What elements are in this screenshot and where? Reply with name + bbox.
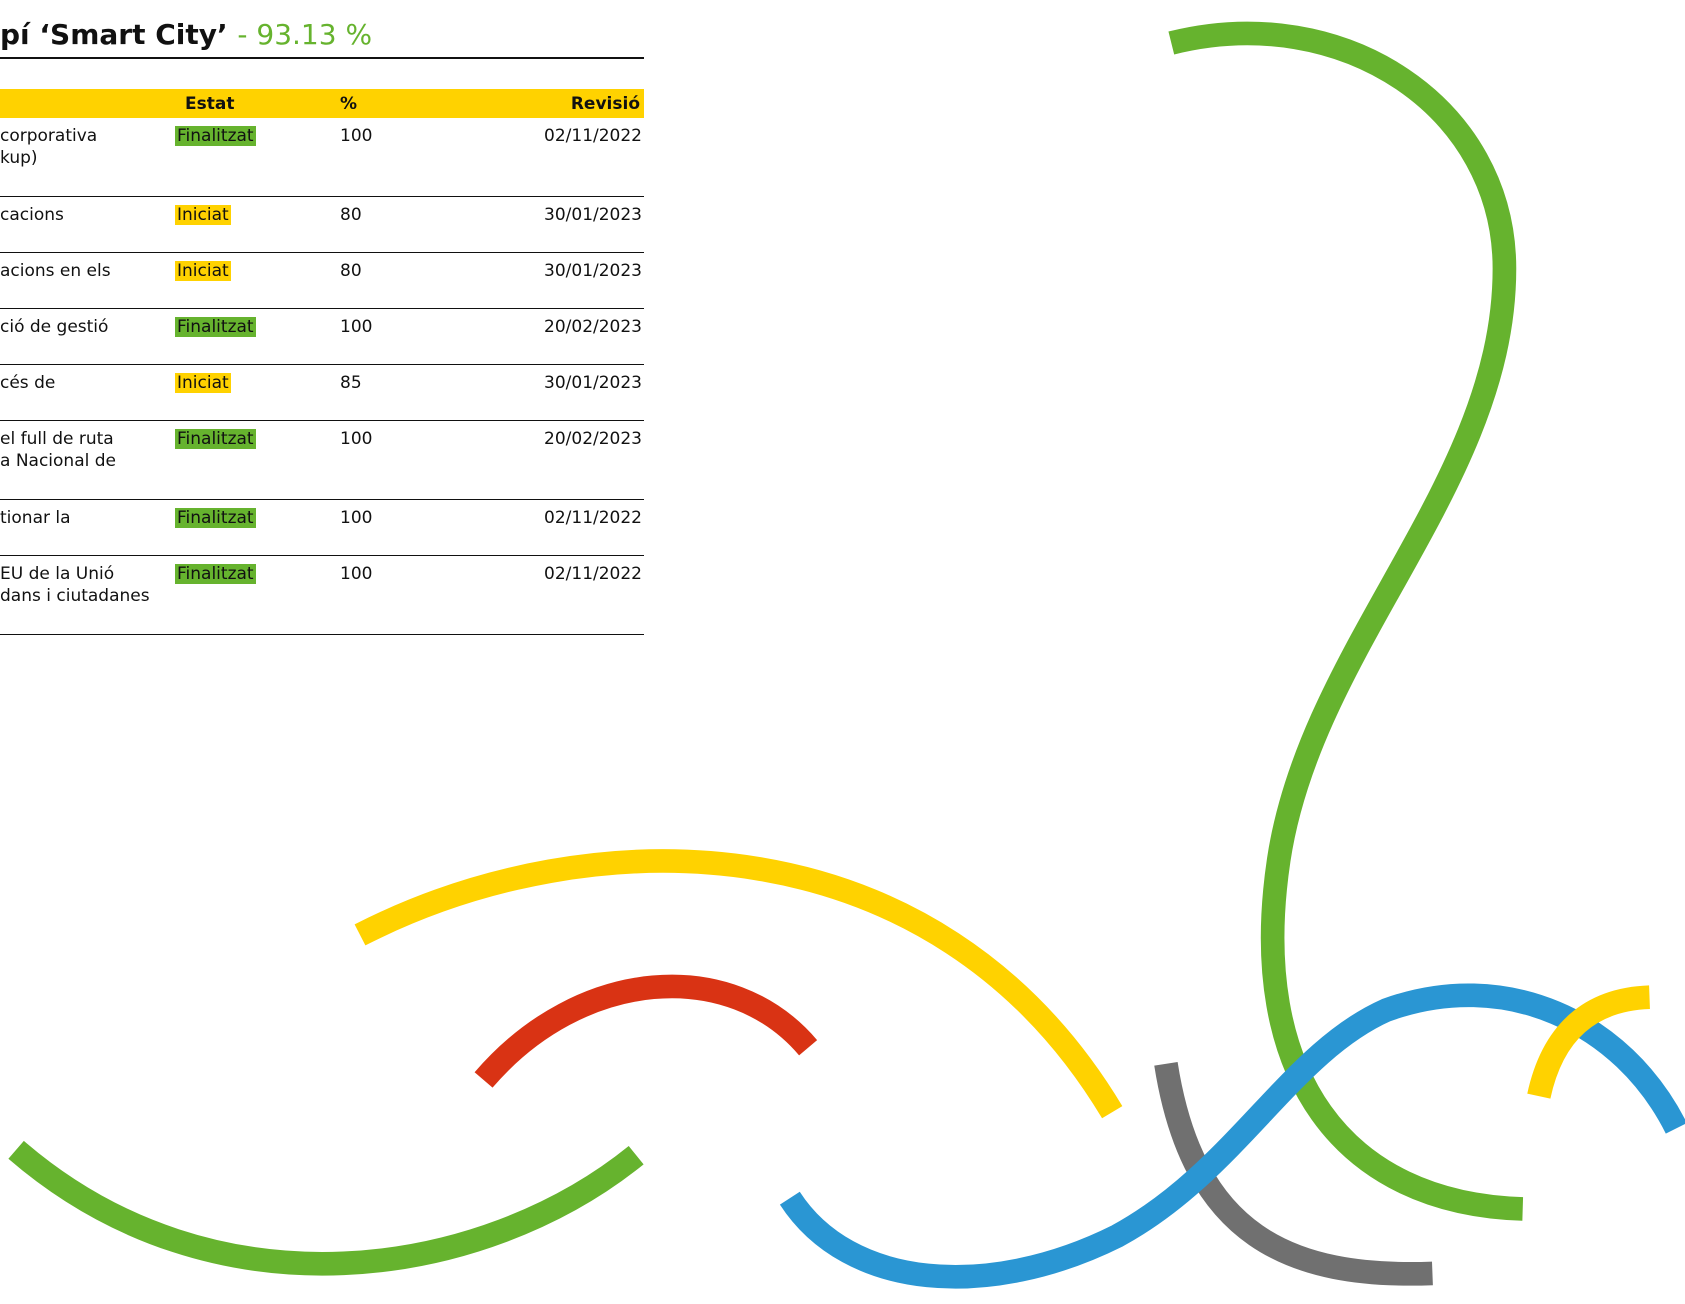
percent: 80 xyxy=(340,260,362,282)
revision: 20/02/2023 xyxy=(544,428,642,450)
page: pí ‘Smart City’ - 93.13 % Estat % Revisi… xyxy=(0,0,1685,1304)
status-cell: Finalitzat xyxy=(175,563,256,585)
status-badge: Iniciat xyxy=(175,205,231,225)
description-line: cacions xyxy=(0,204,64,226)
column-header: Estat xyxy=(185,94,234,114)
table-row: acions en els Iniciat 80 30/01/2023 xyxy=(0,253,644,309)
revision: 02/11/2022 xyxy=(544,563,642,585)
status-badge: Finalitzat xyxy=(175,429,256,449)
status-cell: Finalitzat xyxy=(175,428,256,450)
table-row: cés de Iniciat 85 30/01/2023 xyxy=(0,365,644,421)
revision: 02/11/2022 xyxy=(544,125,642,147)
description-line: el full de ruta xyxy=(0,428,116,450)
revision: 30/01/2023 xyxy=(544,372,642,394)
column-header: Revisió xyxy=(571,94,640,114)
table-row: tionar la Finalitzat 100 02/11/2022 xyxy=(0,500,644,556)
status-badge: Finalitzat xyxy=(175,564,256,584)
description: acions en els xyxy=(0,260,111,282)
column-header: % xyxy=(340,94,357,114)
revision: 02/11/2022 xyxy=(544,507,642,529)
description: cacions xyxy=(0,204,64,226)
status-badge: Iniciat xyxy=(175,261,231,281)
description-line: ció de gestió xyxy=(0,316,108,338)
revision: 30/01/2023 xyxy=(544,204,642,226)
percent: 100 xyxy=(340,125,372,147)
header-row: Estat % Revisió xyxy=(0,89,644,118)
status-cell: Finalitzat xyxy=(175,507,256,529)
percent: 100 xyxy=(340,316,372,338)
status-cell: Iniciat xyxy=(175,204,231,226)
status-badge: Finalitzat xyxy=(175,317,256,337)
description-line: cés de xyxy=(0,372,55,394)
percent: 80 xyxy=(340,204,362,226)
percent: 100 xyxy=(340,428,372,450)
status-cell: Finalitzat xyxy=(175,125,256,147)
status-badge: Iniciat xyxy=(175,373,231,393)
description-line: kup) xyxy=(0,147,97,169)
description-line: EU de la Unió xyxy=(0,563,150,585)
status-badge: Finalitzat xyxy=(175,126,256,146)
description: ció de gestió xyxy=(0,316,108,338)
description: tionar la xyxy=(0,507,71,529)
description-line: acions en els xyxy=(0,260,111,282)
percent: 85 xyxy=(340,372,362,394)
description-line: a Nacional de xyxy=(0,450,116,472)
table-row: ció de gestió Finalitzat 100 20/02/2023 xyxy=(0,309,644,365)
percent: 100 xyxy=(340,507,372,529)
title: pí ‘Smart City’ - 93.13 % xyxy=(0,18,372,51)
score: - 93.13 % xyxy=(237,18,372,51)
revision: 20/02/2023 xyxy=(544,316,642,338)
status-cell: Finalitzat xyxy=(175,316,256,338)
revision: 30/01/2023 xyxy=(544,260,642,282)
status-badge: Finalitzat xyxy=(175,508,256,528)
title-text: pí ‘Smart City’ xyxy=(0,18,228,51)
status-cell: Iniciat xyxy=(175,260,231,282)
status-cell: Iniciat xyxy=(175,372,231,394)
description-line: dans i ciutadanes xyxy=(0,585,150,607)
description-line: corporativa xyxy=(0,125,97,147)
title-rule xyxy=(0,57,644,59)
description-line: tionar la xyxy=(0,507,71,529)
table-row: cacions Iniciat 80 30/01/2023 xyxy=(0,197,644,253)
percent: 100 xyxy=(340,563,372,585)
description: cés de xyxy=(0,372,55,394)
